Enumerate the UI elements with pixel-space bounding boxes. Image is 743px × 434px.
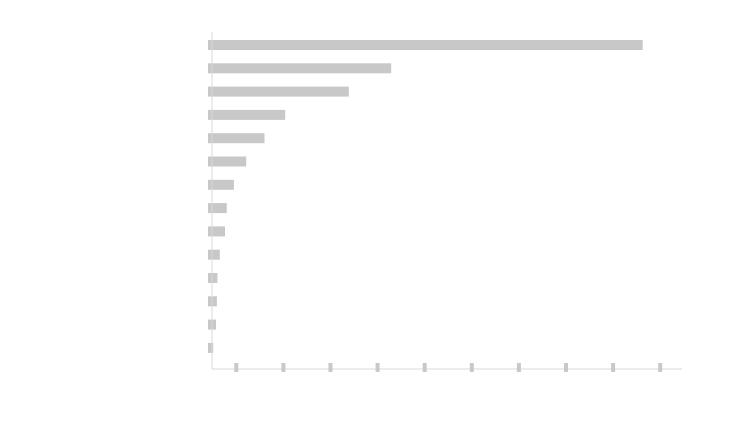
bar-1 — [208, 40, 643, 50]
x-tick-8 — [564, 363, 568, 372]
ticks-layer — [234, 363, 663, 372]
x-tick-4 — [375, 363, 380, 372]
bar-14 — [208, 342, 214, 353]
bar-6 — [208, 156, 247, 167]
bar-8 — [208, 203, 227, 214]
bar-3 — [208, 86, 349, 97]
x-tick-1 — [234, 363, 239, 372]
x-tick-5 — [422, 363, 427, 372]
bar-4 — [208, 109, 286, 120]
bar-11 — [208, 273, 218, 283]
x-tick-3 — [328, 363, 333, 372]
bar-10 — [208, 249, 220, 260]
axes-layer — [211, 32, 682, 370]
x-tick-7 — [516, 363, 521, 372]
bar-7 — [208, 179, 234, 190]
bars-layer — [208, 40, 643, 353]
x-tick-10 — [658, 363, 663, 372]
bar-5 — [208, 133, 265, 144]
x-tick-9 — [611, 363, 616, 372]
bar-2 — [208, 63, 392, 74]
x-tick-6 — [469, 363, 474, 372]
bar-9 — [208, 226, 225, 237]
x-tick-2 — [281, 363, 286, 372]
